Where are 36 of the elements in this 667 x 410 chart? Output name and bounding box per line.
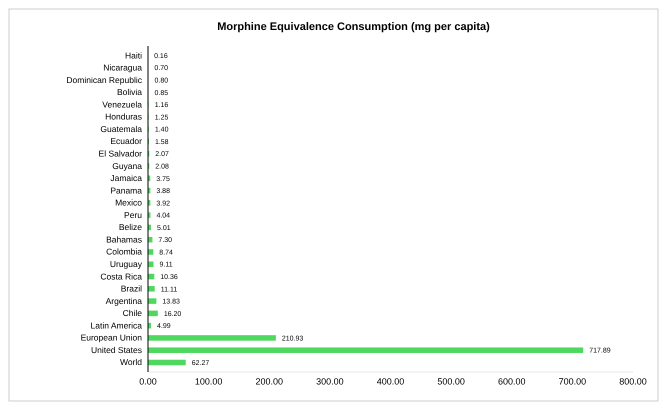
y-tick-label: El Salvador xyxy=(98,148,142,158)
x-tick-label: 600.00 xyxy=(498,376,526,386)
chart-title: Morphine Equivalence Consumption (mg per capita) xyxy=(217,21,490,33)
x-tick-label: 400.00 xyxy=(376,376,404,386)
x-tick-label: 500.00 xyxy=(437,376,465,386)
y-tick-label: Nicaragua xyxy=(103,62,142,73)
y-tick-label: Dominican Republic xyxy=(66,74,143,85)
x-tick-label: 0.00 xyxy=(139,376,157,386)
y-tick-label: Ecuador xyxy=(110,136,142,146)
y-tick-label: Belize xyxy=(118,222,142,232)
y-tick-label: Panama xyxy=(110,185,142,196)
x-tick-label: 200.00 xyxy=(255,376,284,386)
y-tick-label: Bahamas xyxy=(106,234,142,244)
y-tick-label: Brazil xyxy=(120,284,142,294)
x-tick-label: 300.00 xyxy=(316,376,344,386)
x-tick-label: 100.00 xyxy=(194,376,222,386)
y-tick-label: Uruguay xyxy=(110,258,143,269)
y-tick-label: World xyxy=(120,357,142,368)
y-tick-label: Bolivia xyxy=(116,87,142,98)
y-tick-label: Guatemala xyxy=(100,124,142,134)
y-tick-label: United States xyxy=(90,344,142,355)
y-tick-label: Chile xyxy=(122,308,142,318)
x-tick-label: 800.00 xyxy=(619,376,647,386)
y-tick-label: Costa Rica xyxy=(100,271,142,282)
y-tick-label: European Union xyxy=(80,332,142,343)
y-tick-label: Colombia xyxy=(106,246,142,257)
x-tick-label: 700.00 xyxy=(558,376,586,386)
y-tick-label: Argentina xyxy=(106,296,142,306)
y-tick-label: Haiti xyxy=(124,50,142,60)
y-tick-label: Venezuela xyxy=(102,99,142,110)
y-tick-label: Guyana xyxy=(112,160,142,171)
y-tick-label: Jamaica xyxy=(110,173,142,184)
y-tick-label: Mexico xyxy=(115,198,142,208)
y-tick-label: Latin America xyxy=(90,320,142,330)
y-tick-label: Peru xyxy=(124,210,142,220)
y-tick-label: Honduras xyxy=(105,112,142,122)
